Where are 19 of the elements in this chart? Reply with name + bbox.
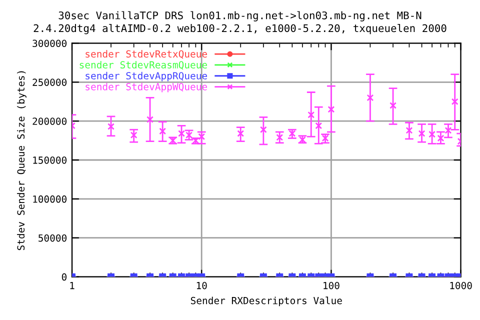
y-axis-title: Stdev Sender Queue Size (bytes) xyxy=(17,71,26,250)
y-tick-label: 250000 xyxy=(32,78,67,86)
legend-label: sender StdevRetxQueue xyxy=(86,50,208,59)
y-tick-label: 200000 xyxy=(32,118,67,125)
x-tick-label: 10 xyxy=(196,282,207,290)
x-tick-label: 100 xyxy=(324,282,340,290)
chart-title: 30sec VanillaTCP DRS lon01.mb-ng.net->lon03.mb-ng.net MB-N xyxy=(58,11,422,22)
chart-subtitle: 2.4.20dtg4 altAIMD-0.2 web100-2.2.1, e1000-5.2.20, txqueuelen 2000 xyxy=(34,24,446,34)
y-tick-label: 300000 xyxy=(32,40,67,48)
x-tick-label: 1000 xyxy=(450,282,472,290)
legend-label: sender StdevAppRQueue xyxy=(86,72,208,82)
legend-label: sender StdevAppWQueue xyxy=(86,82,208,92)
y-tick-label: 150000 xyxy=(33,156,67,164)
legend-label: sender StdevReasmQueue xyxy=(80,60,208,70)
y-tick-label: 0 xyxy=(62,273,67,281)
y-tick-label: 100000 xyxy=(33,195,67,203)
x-tick-label: 1 xyxy=(70,282,74,290)
x-axis-title: Sender RXDescriptors Value xyxy=(190,296,342,306)
y-tick-label: 50000 xyxy=(38,234,67,242)
